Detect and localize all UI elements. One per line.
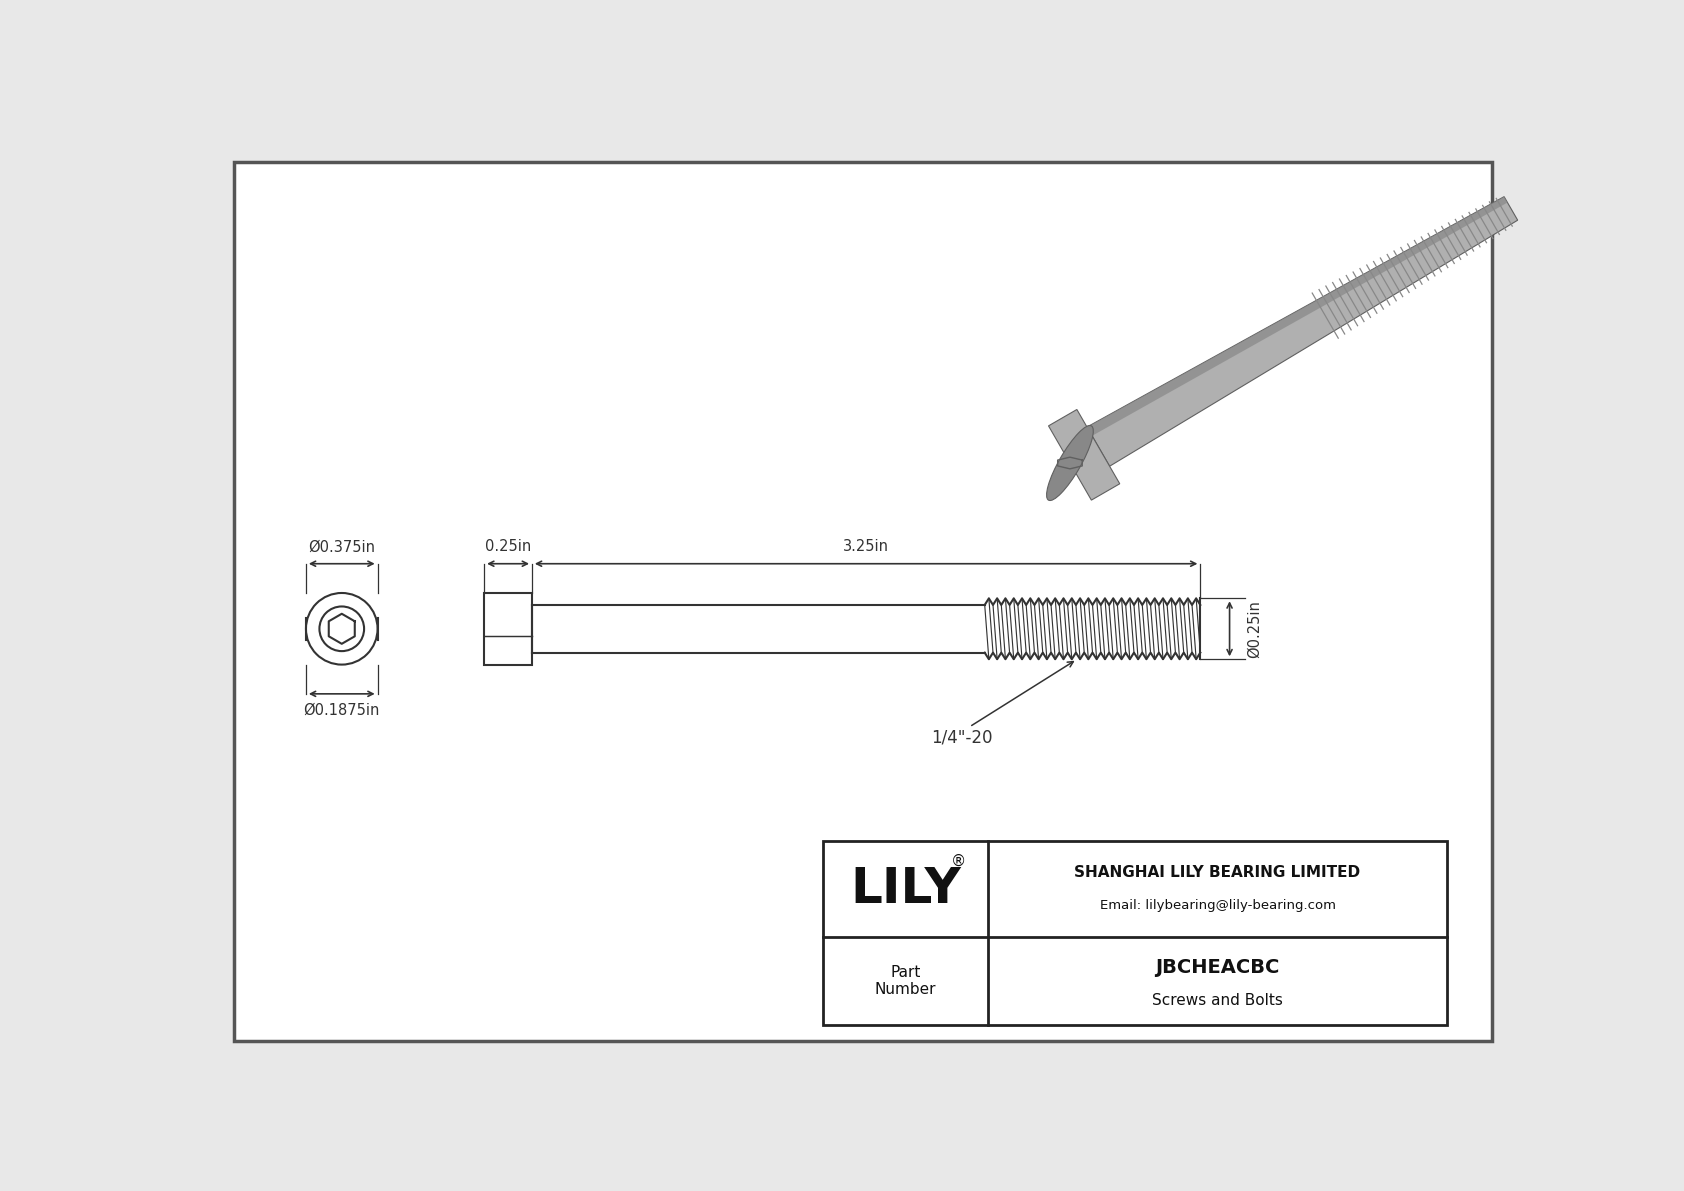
Text: JBCHEACBC: JBCHEACBC xyxy=(1155,959,1280,978)
Bar xyxy=(485,593,532,665)
FancyBboxPatch shape xyxy=(234,162,1492,1041)
Text: LILY: LILY xyxy=(850,865,962,912)
Ellipse shape xyxy=(1046,425,1093,500)
Polygon shape xyxy=(1086,197,1517,466)
Text: Email: lilybearing@lily-bearing.com: Email: lilybearing@lily-bearing.com xyxy=(1100,899,1335,912)
Text: Part
Number: Part Number xyxy=(876,965,936,997)
Text: 0.25in: 0.25in xyxy=(485,540,530,555)
Polygon shape xyxy=(1086,197,1507,436)
Text: SHANGHAI LILY BEARING LIMITED: SHANGHAI LILY BEARING LIMITED xyxy=(1074,865,1361,880)
Text: 1/4"-20: 1/4"-20 xyxy=(931,729,992,747)
Polygon shape xyxy=(1049,410,1120,500)
Text: ®: ® xyxy=(950,854,965,869)
Text: Ø0.1875in: Ø0.1875in xyxy=(303,703,381,718)
Text: Screws and Bolts: Screws and Bolts xyxy=(1152,993,1283,1008)
Bar xyxy=(823,841,1447,1025)
Text: Ø0.375in: Ø0.375in xyxy=(308,540,376,555)
Text: 3.25in: 3.25in xyxy=(844,540,889,555)
Text: Ø0.25in: Ø0.25in xyxy=(1246,600,1261,657)
